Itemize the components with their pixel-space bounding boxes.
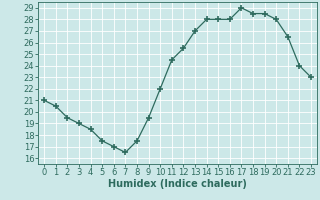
X-axis label: Humidex (Indice chaleur): Humidex (Indice chaleur): [108, 179, 247, 189]
